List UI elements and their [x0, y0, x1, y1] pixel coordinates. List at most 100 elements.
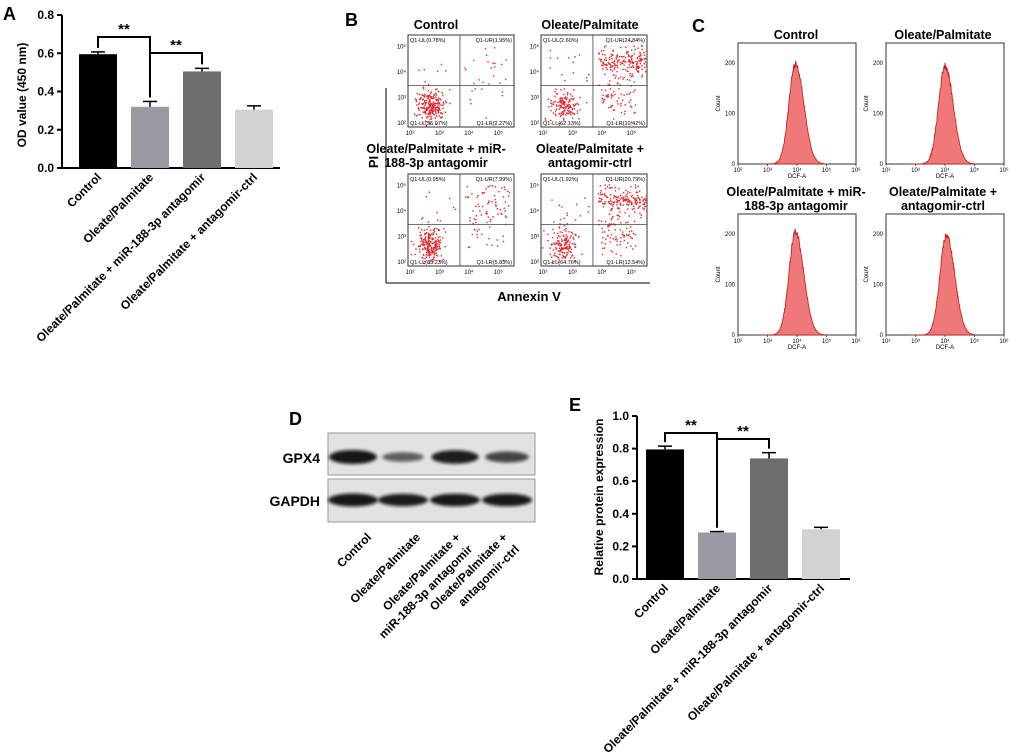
panel-b-event-dot	[572, 236, 574, 239]
panel-c-xtick-label: 10⁵	[970, 338, 980, 345]
panel-b-event-dot	[430, 118, 433, 120]
panel-b-ytick: 10⁴	[530, 69, 540, 76]
panel-c-xtick-label: 10⁶	[851, 338, 861, 345]
panel-b-event-dot	[568, 112, 570, 115]
panel-b-event-dot	[426, 243, 429, 245]
panel-b-event-dot	[639, 60, 641, 62]
panel-b-event-dot	[489, 185, 491, 187]
panel-c-xtick-label: 10⁶	[999, 338, 1009, 345]
panel-b-event-dot	[608, 202, 611, 205]
panel-b-event-dot	[633, 197, 635, 199]
panel-b-event-dot	[476, 196, 478, 199]
panel-b-event-dot	[440, 98, 442, 101]
panel-b-event-dot	[430, 113, 432, 115]
panel-b-event-dot	[564, 98, 567, 100]
panel-b-event-dot	[621, 233, 623, 236]
panel-b-ytick: 10⁵	[397, 182, 407, 189]
panel-b-event-dot	[635, 69, 637, 71]
panel-b-event-dot	[617, 82, 619, 84]
panel-b-flow-cytometry: B Control Oleate/Palmitate Oleate/Palmit…	[345, 10, 650, 304]
panel-b-event-dot	[607, 196, 609, 199]
panel-b-event-dot	[588, 205, 590, 208]
panel-d-gapdh-band	[482, 493, 532, 507]
panel-b-event-dot	[613, 201, 616, 203]
panel-b-event-dot	[482, 205, 484, 208]
panel-b-event-dot	[610, 105, 613, 107]
panel-b-event-dot	[610, 209, 612, 212]
panel-b-event-dot	[611, 201, 613, 203]
panel-b-event-dot	[424, 102, 427, 105]
panel-b-event-dot	[600, 193, 602, 196]
panel-b-event-dot	[631, 201, 633, 203]
panel-b-event-dot	[441, 104, 444, 106]
panel-b-event-dot	[616, 197, 619, 199]
panel-b-event-dot	[437, 229, 440, 231]
panel-b-event-dot	[608, 63, 610, 65]
panel-b-event-dot	[468, 246, 471, 248]
panel-b-event-dot	[469, 98, 471, 101]
panel-b-event-dot	[572, 99, 574, 101]
panel-b-event-dot	[428, 250, 430, 253]
panel-b-event-dot	[602, 247, 604, 249]
panel-b-event-dot	[630, 56, 632, 58]
panel-b-event-dot	[430, 249, 432, 252]
panel-b-event-dot	[553, 254, 555, 257]
panel-b-event-dot	[559, 112, 561, 115]
panel-b-event-dot	[566, 109, 569, 112]
panel-b-event-dot	[508, 205, 510, 207]
panel-b-event-dot	[610, 97, 613, 99]
panel-b-event-dot	[623, 236, 625, 238]
panel-b-event-dot	[631, 237, 633, 240]
panel-b-event-dot	[560, 97, 562, 99]
panel-b-event-dot	[429, 109, 432, 112]
panel-b-event-dot	[617, 218, 619, 220]
panel-b-event-dot	[435, 245, 437, 248]
panel-b-event-dot	[607, 226, 609, 228]
panel-b-event-dot	[551, 103, 553, 105]
panel-b-event-dot	[424, 234, 426, 236]
panel-b-event-dot	[628, 101, 630, 104]
panel-b-event-dot	[557, 235, 560, 237]
panel-b-event-dot	[635, 63, 638, 66]
panel-b-event-dot	[501, 187, 503, 189]
panel-b-event-dot	[430, 241, 432, 243]
panel-b-event-dot	[495, 205, 497, 207]
panel-b-event-dot	[431, 252, 433, 254]
panel-b-event-dot	[486, 221, 488, 224]
panel-c-ylabel: Count	[716, 95, 722, 111]
a-category-label: Control	[64, 170, 104, 210]
panel-b-event-dot	[559, 253, 561, 256]
panel-b-event-dot	[430, 116, 432, 118]
panel-b-event-dot	[565, 243, 568, 245]
panel-b-event-dot	[575, 103, 577, 105]
panel-b-event-dot	[490, 218, 492, 221]
panel-b-event-dot	[568, 245, 570, 247]
panel-b-event-dot	[608, 184, 611, 186]
panel-b-event-dot	[631, 203, 633, 206]
panel-b-event-dot	[421, 243, 423, 246]
panel-b-event-dot	[426, 231, 428, 234]
panel-b-ytick: 10²	[530, 260, 539, 266]
panel-b-event-dot	[425, 196, 428, 198]
panel-b-event-dot	[633, 53, 636, 55]
panel-b-event-dot	[452, 206, 455, 209]
panel-b-event-dot	[622, 234, 625, 236]
panel-b-event-dot	[428, 102, 430, 104]
panel-b-event-dot	[637, 66, 640, 68]
panel-b-event-dot	[640, 214, 642, 216]
panel-b-event-dot	[505, 78, 507, 81]
panel-c-ytick-label: 100	[873, 112, 884, 118]
panel-b-event-dot	[430, 251, 432, 254]
panel-b-event-dot	[619, 211, 621, 213]
panel-b-event-dot	[486, 213, 488, 215]
panel-b-event-dot	[570, 251, 572, 254]
panel-b-event-dot	[613, 109, 615, 111]
panel-b-event-dot	[615, 57, 617, 59]
panel-b-event-dot	[441, 116, 443, 118]
panel-b-event-dot	[551, 236, 554, 239]
panel-b-event-dot	[496, 245, 499, 247]
panel-b-event-dot	[639, 190, 641, 192]
panel-b-event-dot	[423, 69, 425, 71]
panel-b-event-dot	[435, 107, 437, 109]
panel-b-event-dot	[554, 113, 556, 115]
